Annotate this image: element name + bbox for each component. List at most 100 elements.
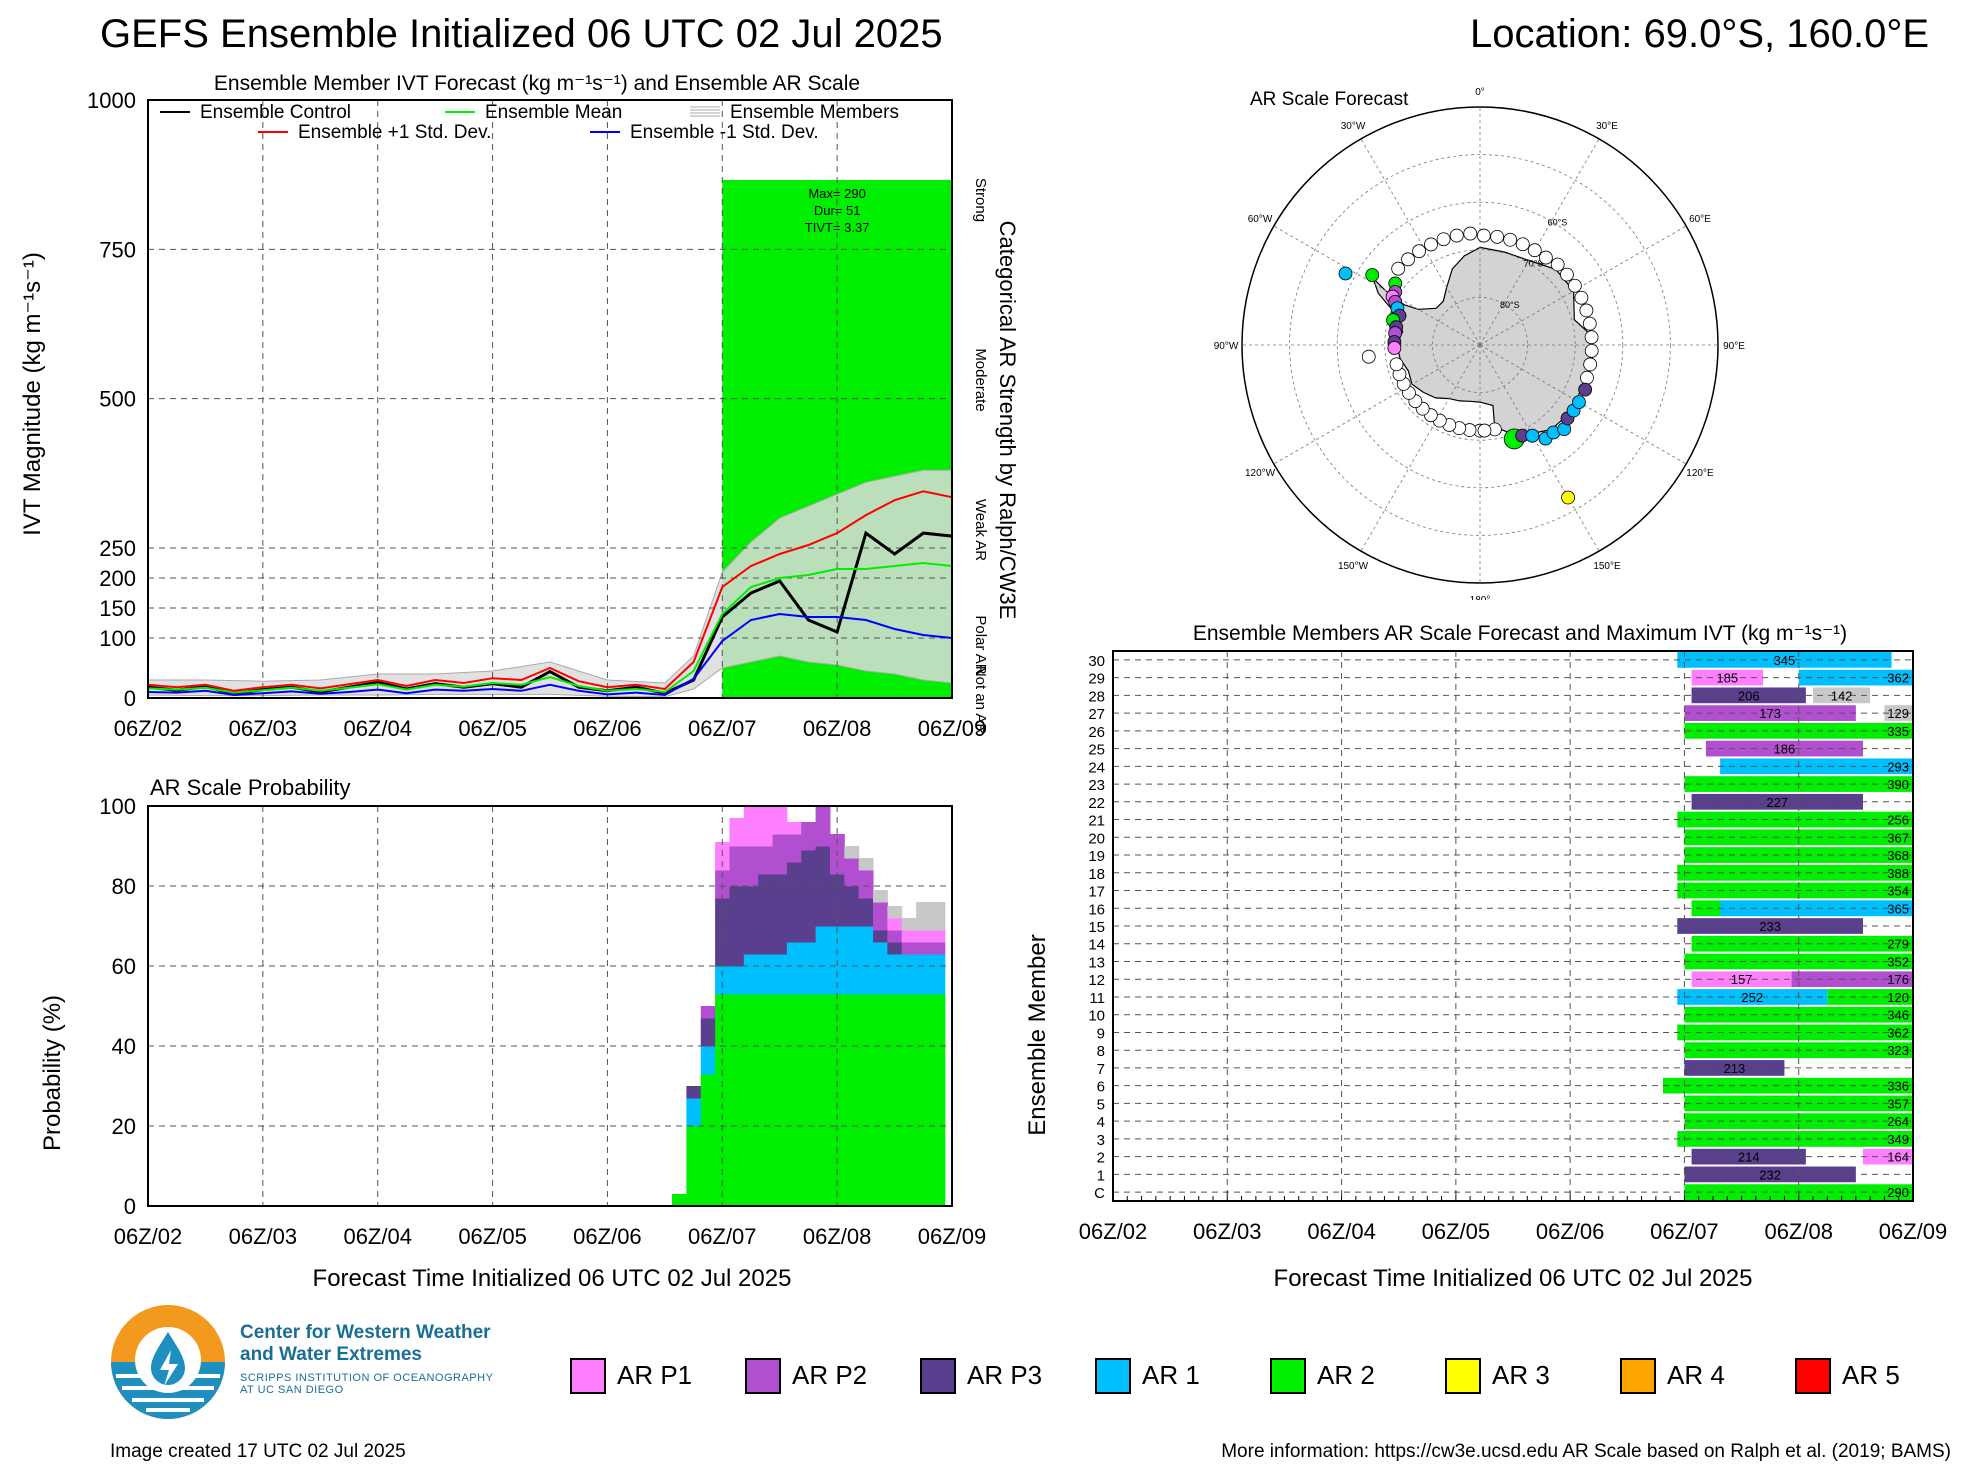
no-ar-point xyxy=(1436,232,1451,247)
latitude-label: 70°S xyxy=(1524,259,1544,269)
ivt-x-tick-label: 06Z/02 xyxy=(114,716,183,741)
legend-entry: Ensemble -1 Std. Dev. xyxy=(630,122,819,143)
member-label: 24 xyxy=(1088,759,1105,776)
no-ar-point xyxy=(1476,228,1491,243)
member-label: 19 xyxy=(1088,848,1105,865)
member-max-ivt-label: 365 xyxy=(1887,901,1909,916)
org-affiliation-line2: AT UC SAN DIEGO xyxy=(240,1384,344,1396)
ivt-x-tick-label: 06Z/03 xyxy=(229,716,298,741)
legend-swatch xyxy=(1270,1358,1306,1394)
ivt-chart-title: Ensemble Member IVT Forecast (kg m⁻¹s⁻¹)… xyxy=(214,72,860,95)
category-label: Polar AR xyxy=(972,615,989,674)
probability-bar xyxy=(700,1006,716,1019)
longitude-label: 30°W xyxy=(1341,121,1366,132)
probability-bar xyxy=(873,942,888,995)
probability-y-axis-title: Probability (%) xyxy=(39,995,66,1151)
probability-bar xyxy=(930,930,946,943)
member-max-ivt-label: 214 xyxy=(1738,1150,1760,1165)
no-ar-point xyxy=(1538,250,1553,265)
ar-event-annotation: Dur= 51 xyxy=(814,203,861,218)
no-ar-point xyxy=(1401,252,1415,267)
member-label: 27 xyxy=(1088,706,1105,723)
meridian-line xyxy=(1479,138,1600,346)
member-label: 10 xyxy=(1088,1008,1105,1025)
probability-bar xyxy=(916,902,931,931)
probability-chart: AR Scale Probability Probability (%) For… xyxy=(39,775,987,1292)
ivt-y-tick-label: 0 xyxy=(124,686,136,711)
probability-bar xyxy=(743,806,759,847)
no-ar-point xyxy=(1583,357,1598,372)
no-ar-point xyxy=(1389,357,1404,372)
member-max-ivt-label: 390 xyxy=(1887,777,1909,792)
legend-swatch xyxy=(570,1358,606,1394)
probability-y-tick-label: 20 xyxy=(112,1114,136,1139)
probability-bar xyxy=(729,818,745,847)
member-max-ivt-label: 352 xyxy=(1887,954,1909,969)
probability-bar xyxy=(858,994,874,1207)
probability-bar xyxy=(815,994,831,1207)
probability-bar xyxy=(772,806,788,835)
member-max-ivt-label: 129 xyxy=(1887,706,1909,721)
probability-bar xyxy=(930,994,946,1207)
longitude-label: 150°E xyxy=(1593,561,1621,572)
ivt-x-tick-label: 06Z/09 xyxy=(918,716,987,741)
member-max-ivt-label: 388 xyxy=(1887,866,1909,881)
member-max-ivt-label: 256 xyxy=(1887,813,1909,828)
probability-x-tick-label: 06Z/02 xyxy=(114,1224,183,1249)
legend-label: AR P3 xyxy=(967,1360,1043,1390)
ar-event-annotation: Max= 290 xyxy=(808,186,865,201)
member-max-ivt-label: 164 xyxy=(1887,1150,1909,1165)
member-label: 2 xyxy=(1097,1150,1105,1167)
member-max-ivt-label: 213 xyxy=(1724,1061,1746,1076)
probability-bar xyxy=(786,862,802,943)
probability-bar xyxy=(786,834,802,863)
member-max-ivt-label: 279 xyxy=(1887,937,1909,952)
member-max-ivt-label: 186 xyxy=(1774,742,1796,757)
probability-bar xyxy=(873,994,888,1207)
probability-bar xyxy=(887,930,903,943)
probability-chart-title: AR Scale Probability xyxy=(150,775,351,800)
member-label: 8 xyxy=(1097,1043,1105,1060)
no-ar-point xyxy=(1580,370,1594,385)
probability-bar xyxy=(801,942,817,995)
ar-strength-axis-title: Categorical AR Strength by Ralph/CW3E xyxy=(995,221,1020,620)
member-max-ivt-label: 323 xyxy=(1887,1043,1909,1058)
meridian-line xyxy=(1479,344,1600,552)
latitude-circle xyxy=(1384,249,1576,441)
ensemble-members-band xyxy=(147,469,953,698)
no-ar-point xyxy=(1490,229,1505,244)
ivt-chart: Ensemble Member IVT Forecast (kg m⁻¹s⁻¹)… xyxy=(19,72,1020,741)
meridian-line xyxy=(1479,225,1687,346)
legend-entry: Ensemble Mean xyxy=(485,102,622,123)
legend-entry: Ensemble Control xyxy=(200,102,351,123)
member-label: 6 xyxy=(1097,1079,1105,1096)
probability-x-tick-label: 06Z/09 xyxy=(918,1224,987,1249)
member-label: 7 xyxy=(1097,1061,1105,1078)
member-max-ivt-label: 368 xyxy=(1887,848,1909,863)
no-ar-point xyxy=(1463,226,1478,241)
probability-bar xyxy=(829,994,845,1207)
member-max-ivt-label: 345 xyxy=(1774,653,1796,668)
legend-entry: Ensemble +1 Std. Dev. xyxy=(298,122,491,143)
member-max-ivt-label: 346 xyxy=(1887,1008,1909,1023)
ivt-y-tick-label: 200 xyxy=(99,566,136,591)
probability-bar xyxy=(743,994,759,1207)
no-ar-point xyxy=(1560,267,1574,282)
ivt-y-tick-label: 500 xyxy=(99,387,136,412)
member-label: 15 xyxy=(1088,919,1105,936)
probability-bar xyxy=(844,994,860,1207)
probability-bar xyxy=(801,994,817,1207)
legend-swatch xyxy=(1795,1358,1831,1394)
probability-x-tick-label: 06Z/05 xyxy=(458,1224,527,1249)
no-ar-point xyxy=(1584,330,1599,345)
legend-swatch xyxy=(920,1358,956,1394)
probability-bar xyxy=(801,822,817,851)
latitude-label: 80°S xyxy=(1500,300,1520,310)
no-ar-point xyxy=(1412,244,1426,259)
longitude-label: 90°E xyxy=(1723,341,1745,352)
probability-bar xyxy=(729,994,745,1207)
probability-bar xyxy=(772,874,788,955)
legend-swatch xyxy=(1620,1358,1656,1394)
no-ar-point xyxy=(1503,232,1518,247)
member-ar-bar xyxy=(1684,1166,1856,1183)
